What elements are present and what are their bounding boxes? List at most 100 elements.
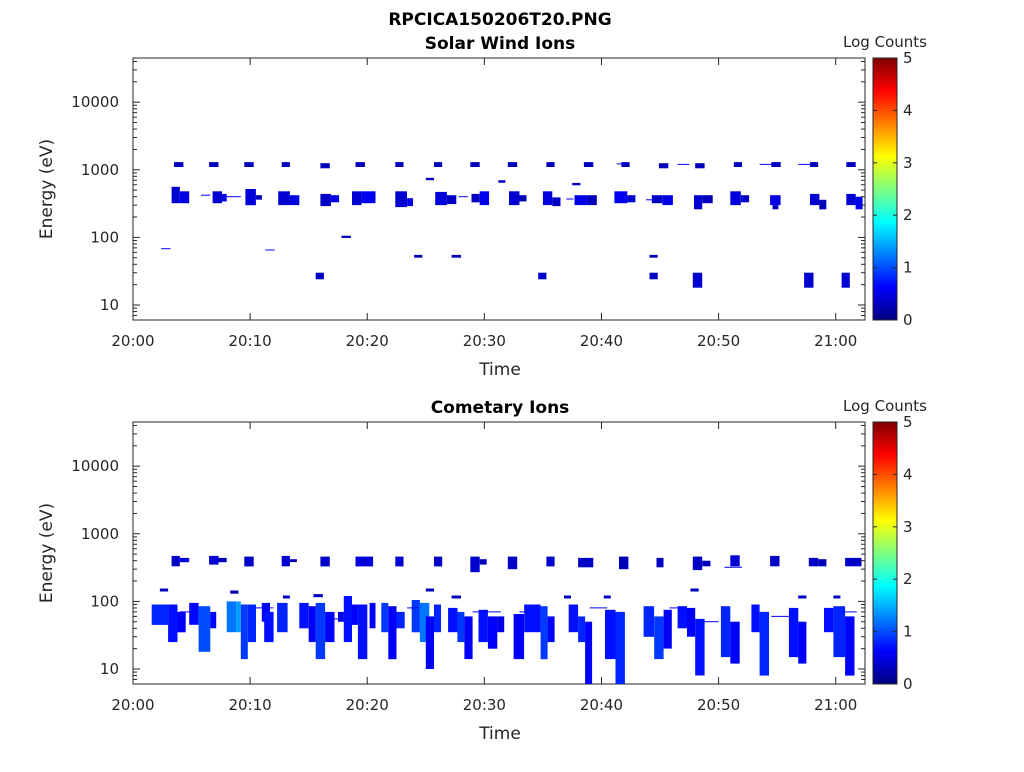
- colorbar-tick-label: 4: [903, 465, 913, 483]
- spectrogram-cell: [621, 162, 630, 167]
- spectrogram-cell: [603, 595, 611, 599]
- spectrogram-cell: [361, 191, 376, 204]
- spectrogram-cell: [289, 195, 300, 206]
- spectrogram-cell: [663, 609, 672, 649]
- spectrogram-cell: [222, 193, 227, 202]
- colorbar: [872, 57, 898, 321]
- spectrogram-cell: [498, 180, 506, 183]
- spectrogram-cell: [434, 604, 441, 633]
- x-tick-label: 20:20: [346, 696, 389, 714]
- spectrogram-cell: [552, 197, 561, 207]
- spectrogram-cell: [524, 604, 541, 633]
- spectrogram-cell: [730, 555, 740, 567]
- spectrogram-cell: [320, 163, 330, 169]
- spectrogram-cell: [281, 555, 290, 567]
- y-tick-label: 10: [100, 660, 119, 678]
- spectrogram-cell: [479, 559, 487, 565]
- spectrogram-cell: [798, 621, 807, 664]
- spectrogram-cell: [771, 162, 781, 167]
- spectrogram-cell: [396, 611, 405, 629]
- spectrogram-cell: [395, 191, 407, 208]
- spectrogram-cell: [662, 195, 673, 206]
- spectrogram-cell: [572, 182, 581, 186]
- x-tick-label: 20:40: [580, 696, 623, 714]
- spectrogram-cell: [583, 162, 594, 167]
- y-tick-label: 100: [90, 228, 119, 246]
- spectrogram-cell: [702, 195, 713, 204]
- spectrogram-cell: [313, 594, 323, 598]
- spectrogram-cell: [189, 602, 199, 625]
- colorbar-tick-label: 2: [903, 206, 913, 224]
- y-tick-label: 100: [90, 592, 119, 610]
- spectrogram-cell: [587, 195, 597, 206]
- x-tick-label: 20:40: [580, 332, 623, 350]
- spectrogram-cell: [615, 611, 625, 684]
- y-tick-label: 10000: [71, 93, 119, 111]
- spectrogram-cell: [720, 606, 731, 658]
- spectrogram-cell: [651, 195, 663, 204]
- colorbar-tick-label: 3: [903, 518, 913, 536]
- spectrogram-cell: [509, 191, 520, 206]
- colorbar-tick-label: 1: [903, 259, 913, 277]
- colorbar-tick-label: 0: [903, 311, 913, 329]
- spectrogram-cell: [538, 272, 547, 280]
- spectrogram-cell: [179, 191, 190, 204]
- spectrogram-cell: [451, 254, 461, 258]
- y-axis-label: Energy (eV): [37, 503, 57, 603]
- spectrogram-cell: [564, 595, 571, 599]
- spectrogram-cell: [585, 621, 593, 684]
- x-tick-label: 20:20: [346, 332, 389, 350]
- spectrogram-cell: [740, 195, 750, 203]
- spectrogram-cell: [341, 235, 351, 238]
- spectrogram-cell: [244, 162, 254, 167]
- x-tick-label: 20:30: [463, 696, 506, 714]
- spectrogram-cell: [171, 186, 180, 204]
- panel-title: Cometary Ions: [431, 398, 570, 418]
- spectrogram-cell: [730, 621, 740, 664]
- spectrogram-cell: [692, 556, 703, 571]
- spectrogram-cell: [687, 607, 696, 637]
- colorbar-tick-label: 0: [903, 675, 913, 693]
- spectrogram-cell: [824, 607, 834, 633]
- spectrogram-cell: [457, 611, 465, 643]
- spectrogram-cell: [236, 601, 241, 633]
- x-tick-label: 20:50: [697, 696, 740, 714]
- spectrogram-cell: [547, 616, 555, 643]
- y-axis-ticks: 10 100 1000 10000: [71, 60, 865, 321]
- spectrogram-cell: [315, 602, 326, 660]
- plot-frame: [132, 421, 866, 685]
- spectrogram-cell: [299, 602, 309, 629]
- spectrogram-cell: [212, 191, 222, 204]
- x-axis-ticks: 20:00 20:10 20:20 20:30 20:40 20:50 21:00: [111, 422, 857, 714]
- x-tick-label: 20:00: [111, 696, 154, 714]
- spectrogram-cell: [690, 588, 699, 592]
- spectrogram-cell: [649, 254, 658, 258]
- spectrogram-cell: [507, 162, 518, 167]
- spectrogram-cell: [320, 193, 331, 207]
- spectrogram-cell: [230, 590, 239, 594]
- spectrogram-cell: [677, 606, 687, 629]
- colorbar-tick-label: 2: [903, 570, 913, 588]
- spectrogram-cell: [289, 559, 297, 563]
- spectrogram-cell: [730, 191, 741, 206]
- spectrogram-cell: [407, 198, 413, 207]
- x-tick-label: 20:00: [111, 332, 154, 350]
- spectrogram-cell: [770, 195, 781, 206]
- spectrogram-cell: [369, 602, 376, 629]
- spectrogram-cell: [497, 616, 505, 633]
- spectrogram-cell: [245, 189, 256, 206]
- spectrogram-cells: [161, 162, 863, 288]
- spectrogram-cell: [751, 604, 760, 633]
- spectrogram-cell: [210, 611, 217, 629]
- spectrogram-cell: [692, 272, 703, 288]
- spectrogram-cell: [425, 177, 434, 181]
- colorbar-label: Log Counts: [843, 397, 927, 415]
- x-tick-label: 20:10: [229, 696, 272, 714]
- x-axis-ticks: 20:00 20:10 20:20 20:30 20:40 20:50 21:00: [111, 58, 857, 350]
- spectrogram-cell: [818, 559, 827, 567]
- spectrogram-cell: [435, 191, 447, 206]
- spectrogram-cell: [649, 272, 658, 280]
- spectrogram-cell: [519, 195, 527, 202]
